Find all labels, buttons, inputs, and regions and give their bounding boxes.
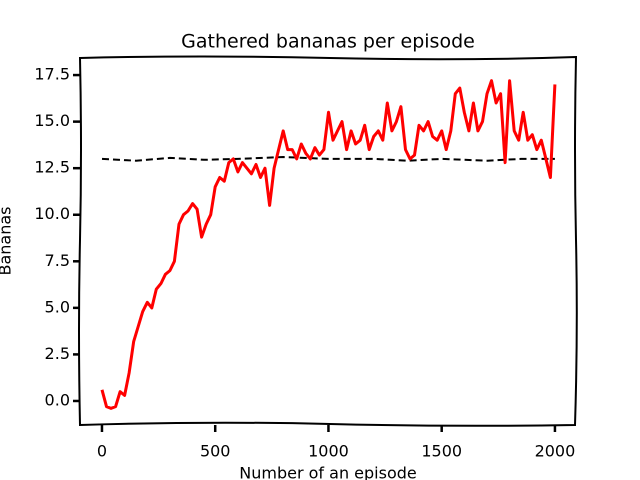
y-tick-label: 2.5 xyxy=(45,344,70,363)
x-tick-label: 1500 xyxy=(421,442,462,461)
x-axis-label: Number of an episode xyxy=(239,464,416,480)
y-tick-label: 10.0 xyxy=(34,204,70,223)
y-axis-label: Bananas xyxy=(0,206,15,275)
x-tick-label: 1000 xyxy=(308,442,349,461)
y-tick-label: 17.5 xyxy=(34,65,70,84)
plot-frame xyxy=(78,55,578,427)
data-line xyxy=(101,156,555,162)
y-tick-label: 0.0 xyxy=(45,390,70,409)
y-tick-label: 12.5 xyxy=(34,158,70,177)
x-tick-label: 2000 xyxy=(535,442,576,461)
y-tick-label: 5.0 xyxy=(45,297,70,316)
y-tick-label: 15.0 xyxy=(34,111,70,130)
y-tick-label: 7.5 xyxy=(45,251,70,270)
x-tick-label: 0 xyxy=(97,442,107,461)
data-line xyxy=(100,79,557,410)
x-tick-label: 500 xyxy=(200,442,231,461)
chart-title: Gathered bananas per episode xyxy=(181,31,475,53)
